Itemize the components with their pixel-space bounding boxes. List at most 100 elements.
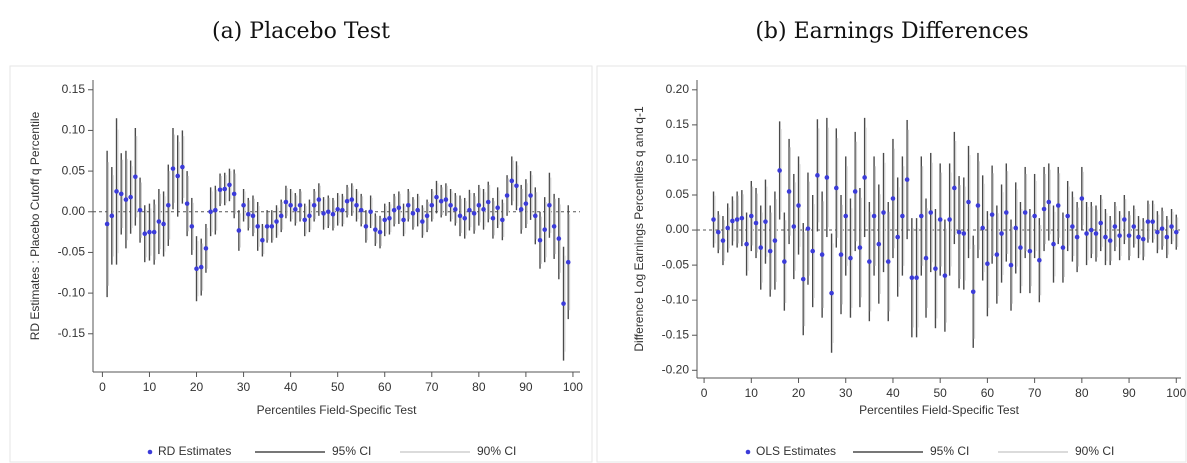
estimate-point xyxy=(274,219,279,224)
x-tick-label: 100 xyxy=(1166,386,1186,400)
estimate-point xyxy=(744,241,749,247)
estimate-point xyxy=(297,202,303,208)
estimate-point xyxy=(325,209,331,215)
estimate-point xyxy=(900,213,905,219)
estimate-point xyxy=(1051,241,1056,247)
estimate-point xyxy=(311,202,317,208)
estimate-point xyxy=(1145,219,1151,224)
estimate-point xyxy=(180,164,185,170)
estimate-point xyxy=(396,205,402,210)
estimate-point xyxy=(810,248,815,254)
estimate-point xyxy=(989,212,995,217)
estimate-point xyxy=(749,213,754,219)
estimate-point xyxy=(1041,206,1047,212)
estimate-point xyxy=(288,202,293,208)
estimate-point xyxy=(763,219,768,224)
estimate-point xyxy=(862,175,867,180)
panel-frame xyxy=(596,65,1187,463)
estimate-point xyxy=(1022,210,1028,215)
estimate-point xyxy=(782,259,787,264)
estimate-point xyxy=(961,231,967,236)
estimate-point xyxy=(966,199,971,205)
y-tick-label: -0.15 xyxy=(58,326,86,340)
estimate-point xyxy=(1122,217,1127,222)
estimate-point xyxy=(471,211,477,216)
estimate-point xyxy=(222,186,228,192)
estimate-point xyxy=(942,273,948,278)
x-tick-label: 50 xyxy=(331,380,345,394)
estimate-point xyxy=(980,225,985,231)
estimate-point xyxy=(293,207,298,212)
estimate-point xyxy=(537,237,543,243)
panel-title: (b) Earnings Differences xyxy=(755,19,1028,44)
y-tick-label: 0.15 xyxy=(62,82,86,96)
estimate-point xyxy=(264,224,270,229)
estimate-point xyxy=(227,182,232,188)
estimate-point xyxy=(1140,236,1146,242)
estimate-point xyxy=(476,202,482,208)
panel-title: (a) Placebo Test xyxy=(212,19,390,44)
estimate-point xyxy=(217,187,223,193)
estimate-point xyxy=(937,217,943,222)
estimate-point xyxy=(231,191,237,197)
estimate-point xyxy=(556,236,562,241)
estimate-point xyxy=(786,189,792,194)
estimate-point xyxy=(1070,224,1075,229)
x-tick-label: 90 xyxy=(519,380,533,394)
estimate-point xyxy=(382,217,388,223)
estimate-point xyxy=(109,213,115,219)
estimate-point xyxy=(302,217,308,223)
estimate-point xyxy=(1093,231,1099,236)
estimate-point xyxy=(895,234,900,240)
estimate-point xyxy=(184,201,190,206)
estimate-point xyxy=(405,202,411,208)
y-tick-label: 0.10 xyxy=(62,123,86,137)
estimate-point xyxy=(970,289,976,295)
estimate-point xyxy=(914,275,919,281)
estimate-point xyxy=(1008,262,1014,268)
y-tick-label: 0.00 xyxy=(62,204,86,218)
estimate-point xyxy=(947,217,952,222)
estimate-point xyxy=(1013,225,1019,231)
estimate-point xyxy=(867,259,872,264)
estimate-point xyxy=(547,202,552,208)
estimate-point xyxy=(514,183,519,189)
estimate-point xyxy=(429,202,435,208)
estimate-point xyxy=(250,213,256,219)
estimate-point xyxy=(1027,248,1033,254)
estimate-point xyxy=(354,202,359,208)
estimate-point xyxy=(918,213,924,219)
estimate-point xyxy=(175,173,180,179)
estimate-point xyxy=(1150,219,1155,224)
estimate-point xyxy=(424,213,430,219)
x-tick-label: 40 xyxy=(284,380,298,394)
estimate-point xyxy=(335,207,340,212)
estimate-point xyxy=(457,213,463,219)
estimate-point xyxy=(114,189,119,194)
estimate-point xyxy=(561,301,566,306)
y-axis-label: Difference Log Earnings Percentiles q an… xyxy=(632,106,646,352)
estimate-point xyxy=(885,259,891,264)
estimate-point xyxy=(278,213,284,219)
estimate-point xyxy=(518,207,524,212)
estimate-point xyxy=(777,168,782,173)
y-tick-label: -0.20 xyxy=(662,362,690,376)
x-tick-label: 70 xyxy=(425,380,439,394)
estimate-point xyxy=(815,173,820,178)
estimate-point xyxy=(481,207,486,212)
estimate-point xyxy=(994,252,1000,257)
x-axis-label: Percentiles Field-Specific Test xyxy=(257,403,418,417)
estimate-point xyxy=(1126,233,1132,238)
estimate-point xyxy=(170,166,176,171)
x-tick-label: 10 xyxy=(143,380,157,394)
y-tick-label: 0.05 xyxy=(62,163,86,177)
estimate-point xyxy=(415,207,420,213)
legend-label: RD Estimates xyxy=(158,444,231,458)
estimate-point xyxy=(147,229,152,235)
estimate-point xyxy=(1131,224,1137,229)
estimate-point xyxy=(1018,245,1023,250)
estimate-point xyxy=(975,203,981,208)
x-tick-label: 10 xyxy=(745,386,759,400)
estimate-point xyxy=(838,252,844,257)
estimate-point xyxy=(443,197,449,202)
